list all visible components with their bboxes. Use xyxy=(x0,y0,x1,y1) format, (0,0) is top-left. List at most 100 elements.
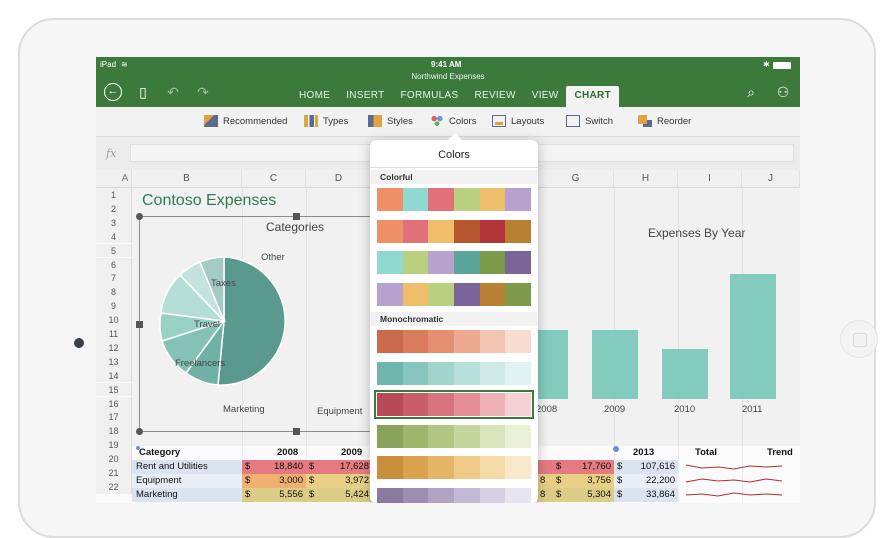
switch-label: Switch xyxy=(585,115,613,127)
cell-2013[interactable]: $17,760 xyxy=(553,460,614,474)
cell-2013[interactable]: $5,304 xyxy=(553,488,614,502)
cell-total[interactable]: $107,616 xyxy=(614,460,678,474)
cell-2008[interactable]: $5,556 xyxy=(242,488,306,502)
tab-home[interactable]: HOME xyxy=(299,90,331,101)
select-all-corner[interactable] xyxy=(96,170,132,188)
spreadsheet-grid[interactable]: A B C D G H I J 1 2 3 4 5 6 7 8 9 10 11 12 13 14 15 16 1… xyxy=(96,133,800,503)
undo-icon[interactable]: ↶ xyxy=(167,84,179,100)
layouts-button[interactable]: Layouts xyxy=(492,115,544,127)
reorder-button[interactable]: Reorder xyxy=(638,115,691,127)
col-D[interactable]: D xyxy=(306,170,372,188)
resize-handle[interactable] xyxy=(136,428,143,435)
cell-2008[interactable]: $3,000 xyxy=(242,474,306,488)
cell-category[interactable]: Equipment xyxy=(132,474,242,488)
table-row[interactable]: Rent and Utilities $18,840 $17,628 $17,7… xyxy=(132,460,800,474)
colors-button[interactable]: Colors xyxy=(430,115,476,127)
selection-handle[interactable] xyxy=(613,446,619,452)
styles-button[interactable]: Styles xyxy=(368,115,413,127)
palette-option[interactable] xyxy=(375,360,533,387)
tab-chart[interactable]: CHART xyxy=(566,86,619,107)
cell-category[interactable]: Rent and Utilities xyxy=(132,460,242,474)
search-icon[interactable]: ⌕ xyxy=(747,84,755,100)
header-2008[interactable]: 2008 xyxy=(277,447,299,458)
row-header[interactable]: 5 xyxy=(96,243,132,258)
cell-partial[interactable] xyxy=(537,460,553,474)
palette-option[interactable] xyxy=(375,486,533,503)
palette-option[interactable] xyxy=(375,454,533,481)
data-table: Category 2008 2009 2013 Total Trend Rent… xyxy=(132,446,800,503)
row-header[interactable]: 7 xyxy=(96,271,132,286)
row-header[interactable]: 21 xyxy=(96,466,132,480)
row-header[interactable]: 19 xyxy=(96,438,132,452)
tab-view[interactable]: VIEW xyxy=(531,90,559,101)
row-header[interactable]: 13 xyxy=(96,354,132,369)
cell-2009[interactable]: $5,424 xyxy=(306,488,372,502)
header-2013[interactable]: 2013 xyxy=(633,447,655,458)
cell-2013[interactable]: $3,756 xyxy=(553,474,614,488)
resize-handle[interactable] xyxy=(136,213,143,220)
row-header[interactable]: 12 xyxy=(96,340,132,355)
palette-option[interactable] xyxy=(375,328,533,355)
palette-option[interactable] xyxy=(375,423,533,450)
cell-2009[interactable]: $3,972 xyxy=(306,474,372,488)
color-swatch xyxy=(479,456,506,479)
types-button[interactable]: Types xyxy=(304,115,348,127)
palette-option[interactable] xyxy=(375,218,533,245)
row-header[interactable]: 11 xyxy=(96,327,132,341)
row-header[interactable]: 6 xyxy=(96,257,132,272)
col-H[interactable]: H xyxy=(614,170,678,188)
resize-handle[interactable] xyxy=(136,321,143,328)
row-header[interactable]: 9 xyxy=(96,299,132,313)
tab-review[interactable]: REVIEW xyxy=(474,90,516,101)
switch-button[interactable]: Switch xyxy=(566,115,613,127)
row-header[interactable]: 22 xyxy=(96,479,132,494)
row-header[interactable]: 1 xyxy=(96,188,132,202)
cell-partial[interactable]: 8 xyxy=(537,474,553,488)
table-row[interactable]: Marketing $5,556 $5,424 8 $5,304 $33,864 xyxy=(132,488,800,502)
tab-formulas[interactable]: FORMULAS xyxy=(400,90,459,101)
add-person-icon[interactable]: ⚇ xyxy=(776,84,790,100)
resize-handle[interactable] xyxy=(293,213,300,220)
col-J[interactable]: J xyxy=(742,170,800,188)
cell-total[interactable]: $22,200 xyxy=(614,474,678,488)
tab-insert[interactable]: INSERT xyxy=(346,90,385,101)
cell-2009[interactable]: $17,628 xyxy=(306,460,372,474)
row-header[interactable]: 2 xyxy=(96,201,132,216)
recommended-button[interactable]: Recommended xyxy=(204,115,287,127)
row-header[interactable]: 16 xyxy=(96,396,132,411)
palette-option[interactable] xyxy=(375,281,533,308)
cell-total[interactable]: $33,864 xyxy=(614,488,678,502)
col-I[interactable]: I xyxy=(678,170,742,188)
resize-handle[interactable] xyxy=(293,428,300,435)
col-B[interactable]: B xyxy=(132,170,242,188)
file-icon[interactable]: ▯ xyxy=(139,84,147,100)
back-icon[interactable]: ← xyxy=(104,83,122,101)
col-G[interactable]: G xyxy=(538,170,614,188)
header-total[interactable]: Total xyxy=(695,447,717,458)
row-header[interactable]: 8 xyxy=(96,285,132,300)
palette-option[interactable] xyxy=(375,186,533,213)
palette-option[interactable] xyxy=(374,390,534,419)
row-header[interactable]: 14 xyxy=(96,368,132,383)
col-C[interactable]: C xyxy=(242,170,306,188)
redo-icon[interactable]: ↷ xyxy=(197,84,209,100)
color-swatch xyxy=(402,487,429,503)
row-header[interactable]: 4 xyxy=(96,229,132,244)
row-header[interactable]: 10 xyxy=(96,313,132,327)
home-button[interactable] xyxy=(840,320,878,358)
row-header[interactable]: 15 xyxy=(96,382,132,397)
header-category[interactable]: Category xyxy=(139,447,181,458)
row-header[interactable]: 3 xyxy=(96,215,132,230)
table-row[interactable]: Equipment $3,000 $3,972 8 $3,756 $22,200 xyxy=(132,474,800,488)
row-header[interactable]: 18 xyxy=(96,424,132,439)
col-A[interactable]: A xyxy=(121,173,129,184)
header-2009[interactable]: 2009 xyxy=(341,447,363,458)
row-header[interactable]: 20 xyxy=(96,452,132,466)
cell-partial[interactable]: 8 xyxy=(537,488,553,502)
header-trend[interactable]: Trend xyxy=(767,447,793,458)
row-header[interactable]: 17 xyxy=(96,410,132,425)
cell-category[interactable]: Marketing xyxy=(132,488,242,502)
selection-handle[interactable] xyxy=(136,446,140,450)
palette-option[interactable] xyxy=(375,249,533,276)
cell-2008[interactable]: $18,840 xyxy=(242,460,306,474)
